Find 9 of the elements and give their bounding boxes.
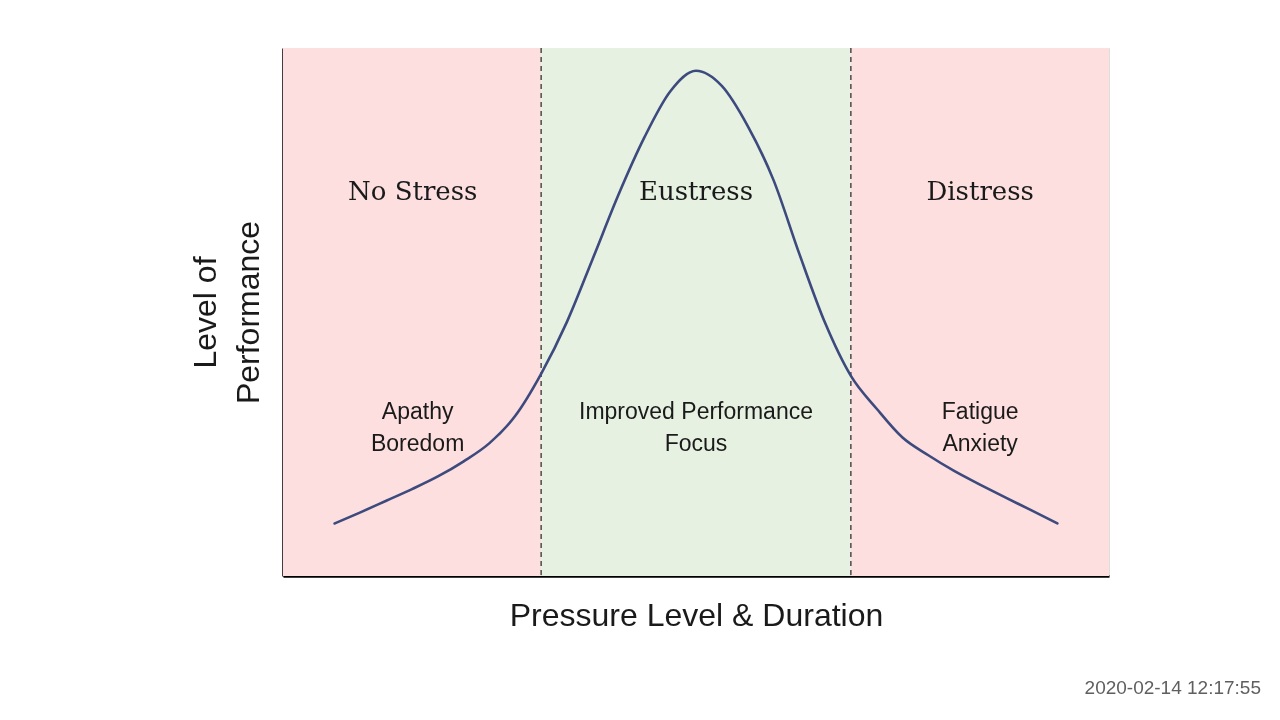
annotation: Improved Performance Focus: [579, 398, 813, 457]
x-axis-title: Pressure Level & Duration: [509, 596, 884, 633]
annotation: Distress: [926, 176, 1034, 207]
text: 2020-02-14 12:17:55: [1084, 677, 1261, 698]
annotation: No Stress: [347, 176, 478, 207]
annotation: Eustress: [638, 176, 754, 207]
annotation: Apathy Boredom: [370, 398, 465, 457]
y-axis-title: Level of Performance: [186, 220, 266, 405]
annotation: Fatigue Anxiety: [941, 398, 1019, 457]
